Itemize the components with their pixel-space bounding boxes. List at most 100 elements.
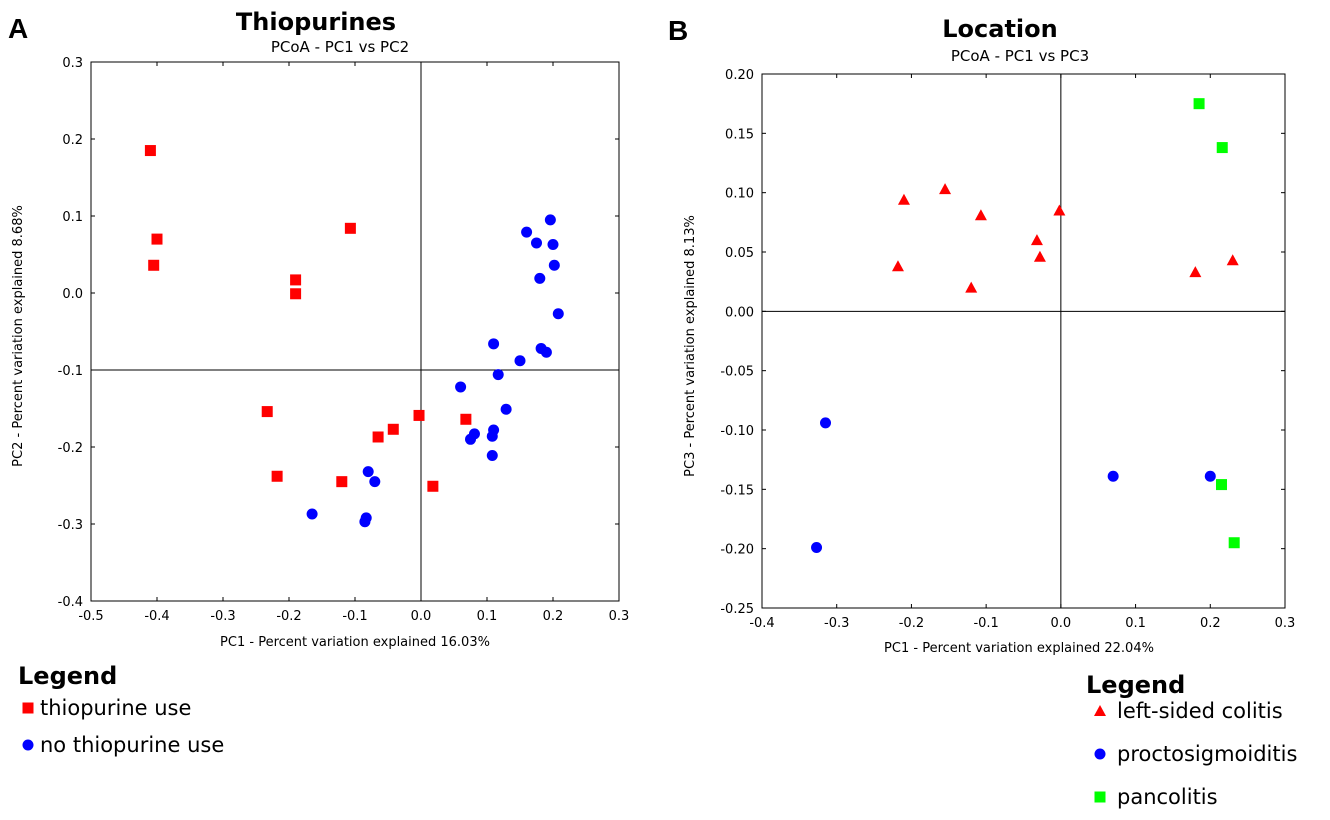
- data-point: [455, 381, 467, 393]
- chart-subtitle-a: PCoA - PC1 vs PC2: [271, 38, 409, 56]
- y-tick-label: 0.3: [62, 56, 83, 71]
- legend-marker: [1094, 791, 1106, 803]
- plot-frame-a: [90, 61, 620, 602]
- legend-marker: [1094, 705, 1106, 716]
- data-point: [362, 466, 374, 478]
- x-tick-label: 0.0: [411, 609, 432, 624]
- data-point: [148, 259, 160, 271]
- chart-subtitle-b: PCoA - PC1 vs PC3: [951, 47, 1089, 65]
- x-axis-label-b: PC1 - Percent variation explained 22.04%: [884, 641, 1154, 656]
- data-point: [544, 214, 556, 226]
- y-tick-label: 0.20: [725, 68, 754, 83]
- plot-frame-b: [761, 73, 1286, 609]
- legend-label: pancolitis: [1117, 785, 1218, 809]
- x-tick-label: -0.4: [144, 609, 169, 624]
- legend-label: left-sided colitis: [1117, 699, 1283, 723]
- x-tick-label: -0.1: [973, 616, 998, 631]
- legend-marker: [22, 739, 34, 751]
- data-point: [336, 476, 348, 488]
- x-tick-label: -0.5: [78, 609, 103, 624]
- data-point: [1216, 142, 1228, 154]
- legend-label: thiopurine use: [40, 696, 191, 720]
- data-point: [500, 403, 512, 415]
- data-point: [547, 238, 559, 250]
- data-point: [548, 259, 560, 271]
- chart-title-b: Location: [942, 15, 1057, 43]
- data-point: [1107, 470, 1119, 482]
- data-point: [1053, 204, 1066, 216]
- data-point: [369, 476, 381, 488]
- data-point: [514, 355, 526, 367]
- x-tick-label: -0.3: [210, 609, 235, 624]
- data-point: [372, 431, 384, 443]
- data-point: [460, 413, 472, 425]
- data-point: [413, 409, 425, 421]
- data-point: [1193, 98, 1205, 110]
- data-point: [488, 338, 500, 350]
- data-point: [897, 193, 910, 205]
- y-tick-label: 0.05: [725, 246, 754, 261]
- y-tick-label: 0.00: [725, 305, 754, 320]
- y-tick-label: -0.2: [58, 441, 83, 456]
- legend-b: Legend left-sided colitis proctosigmoidit…: [1086, 671, 1297, 809]
- x-tick-label: -0.1: [342, 609, 367, 624]
- y-tick-label: 0.2: [62, 133, 83, 148]
- y-tick-label: 0.0: [62, 287, 83, 302]
- data-point: [387, 423, 399, 435]
- data-point: [531, 237, 542, 249]
- y-tick-label: -0.10: [720, 424, 754, 439]
- y-tick-label: -0.20: [720, 543, 754, 558]
- legend-a: Legend thiopurine use no thiopurine use: [18, 662, 224, 757]
- data-point: [540, 346, 552, 358]
- y-tick-label: -0.4: [58, 595, 83, 610]
- y-tick-label: 0.10: [725, 187, 754, 202]
- y-axis-label-b: PC3 - Percent variation explained 8.13%: [683, 215, 698, 477]
- plot-area-a: -0.5 -0.4 -0.3 -0.2 -0.1 0.0 0.1 0.2 0.3-0.4-0.3…: [58, 56, 630, 624]
- data-point: [1033, 250, 1046, 262]
- data-point: [271, 470, 283, 482]
- data-point: [1226, 254, 1239, 266]
- data-point: [427, 480, 439, 492]
- x-tick-label: 0.1: [1125, 616, 1146, 631]
- legend-title-a: Legend: [18, 662, 117, 690]
- x-axis-label-a: PC1 - Percent variation explained 16.03%: [220, 635, 490, 650]
- x-tick-label: 0.0: [1051, 616, 1072, 631]
- data-point: [521, 226, 533, 238]
- series-b-1: [811, 417, 1216, 553]
- data-point: [1030, 234, 1043, 246]
- chart-title-a: Thiopurines: [236, 8, 396, 36]
- series-a-0: [144, 145, 472, 492]
- series-b-0: [891, 183, 1239, 293]
- y-axis-label-a: PC2 - Percent variation explained 8.68%: [11, 205, 26, 467]
- plot-area-b: -0.4 -0.3 -0.2 -0.1 0.0 0.1 0.2 0.3 -0.25 -0.20 -0…: [720, 68, 1295, 631]
- x-tick-label: -0.3: [824, 616, 849, 631]
- panel-a: A Thiopurines PCoA - PC1 vs PC2 -0.5 -0.4…: [8, 8, 629, 757]
- y-tick-label: -0.1: [58, 364, 83, 379]
- data-point: [965, 281, 978, 293]
- data-point: [486, 430, 498, 442]
- panel-b: B Location PCoA - PC1 vs PC3 -0.4 -0.3 -0.…: [668, 15, 1297, 809]
- y-tick-label: -0.15: [720, 483, 754, 498]
- data-point: [290, 274, 302, 286]
- panel-letter-b: B: [668, 15, 688, 46]
- panel-letter-a: A: [8, 13, 28, 44]
- legend-marker: [1094, 748, 1106, 760]
- data-point: [492, 369, 504, 381]
- data-point: [1228, 537, 1240, 549]
- legend-label: proctosigmoiditis: [1117, 742, 1297, 766]
- legend-title-b: Legend: [1086, 671, 1185, 699]
- data-point: [534, 272, 546, 284]
- x-tick-label: -0.2: [899, 616, 924, 631]
- data-point: [974, 209, 987, 221]
- data-point: [552, 308, 564, 320]
- x-tick-label: 0.3: [609, 609, 630, 624]
- y-tick-label: -0.05: [720, 365, 754, 380]
- y-tick-label: -0.3: [58, 518, 83, 533]
- data-point: [465, 433, 476, 445]
- x-tick-label: 0.2: [1200, 616, 1221, 631]
- legend-label: no thiopurine use: [40, 733, 224, 757]
- data-point: [939, 183, 952, 195]
- legend-marker: [22, 702, 34, 714]
- x-tick-label: 0.3: [1275, 616, 1296, 631]
